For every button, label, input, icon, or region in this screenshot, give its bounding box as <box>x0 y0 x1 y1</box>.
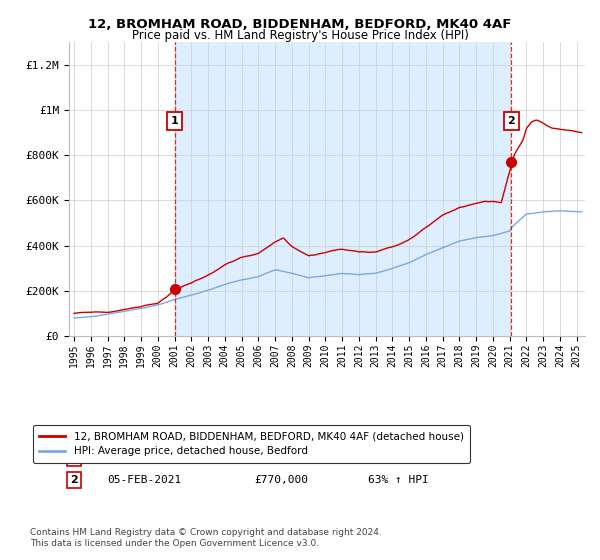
Text: 2: 2 <box>70 475 78 485</box>
Text: 17-NOV-2000: 17-NOV-2000 <box>108 453 182 463</box>
Text: £770,000: £770,000 <box>255 475 309 485</box>
Text: 63% ↑ HPI: 63% ↑ HPI <box>368 475 429 485</box>
Text: Price paid vs. HM Land Registry's House Price Index (HPI): Price paid vs. HM Land Registry's House … <box>131 29 469 42</box>
Text: 12, BROMHAM ROAD, BIDDENHAM, BEDFORD, MK40 4AF: 12, BROMHAM ROAD, BIDDENHAM, BEDFORD, MK… <box>88 18 512 31</box>
Text: 2: 2 <box>508 116 515 126</box>
Text: £210,000: £210,000 <box>255 453 309 463</box>
Legend: 12, BROMHAM ROAD, BIDDENHAM, BEDFORD, MK40 4AF (detached house), HPI: Average pr: 12, BROMHAM ROAD, BIDDENHAM, BEDFORD, MK… <box>33 425 470 463</box>
Text: Contains HM Land Registry data © Crown copyright and database right 2024.
This d: Contains HM Land Registry data © Crown c… <box>30 528 382 548</box>
Text: 05-FEB-2021: 05-FEB-2021 <box>108 475 182 485</box>
Text: 1: 1 <box>70 453 78 463</box>
Text: 1: 1 <box>170 116 178 126</box>
Text: 29% ↑ HPI: 29% ↑ HPI <box>368 453 429 463</box>
Bar <box>175 42 511 336</box>
